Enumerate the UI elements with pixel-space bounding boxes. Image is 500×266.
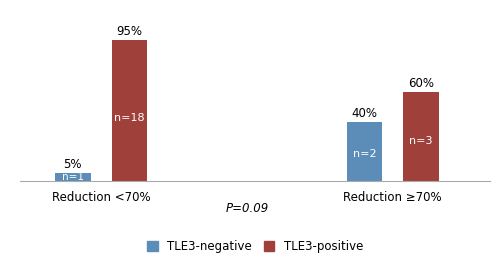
Text: n=1: n=1 (62, 172, 84, 182)
Legend: TLE3-negative, TLE3-positive: TLE3-negative, TLE3-positive (142, 235, 368, 258)
Text: 60%: 60% (408, 77, 434, 90)
Text: n=18: n=18 (114, 113, 144, 123)
Bar (55, 173, 90, 181)
Text: P=0.09: P=0.09 (226, 202, 268, 215)
Text: n=3: n=3 (410, 136, 433, 146)
Bar (112, 40, 147, 181)
Text: 95%: 95% (116, 25, 142, 38)
Text: n=2: n=2 (352, 149, 376, 159)
Bar (404, 92, 439, 181)
Text: 40%: 40% (352, 107, 378, 119)
Bar (346, 122, 382, 181)
Text: 5%: 5% (64, 158, 82, 171)
